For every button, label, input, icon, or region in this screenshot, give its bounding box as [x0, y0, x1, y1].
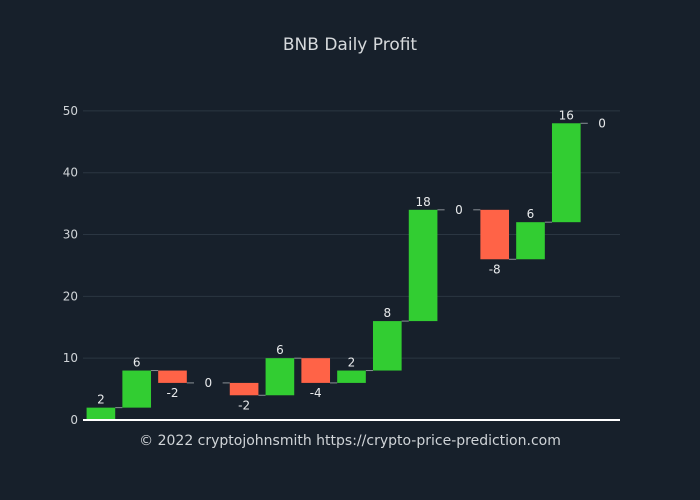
y-tick-label: 30: [63, 228, 78, 242]
bar-value-label: -4: [310, 386, 322, 400]
bar-value-label: 6: [276, 343, 284, 357]
waterfall-bar[interactable]: [408, 209, 438, 322]
bars: [86, 123, 581, 420]
bar-value-label: 2: [348, 356, 356, 370]
bar-labels: 2 6 -2 0 -2 6 -4 2 8 18 0 -8 6 16 0: [97, 108, 606, 412]
bar-value-label: 6: [527, 207, 535, 221]
chart-title: BNB Daily Profit: [283, 35, 418, 55]
bar-value-label: -8: [489, 262, 501, 276]
waterfall-bar[interactable]: [301, 358, 331, 383]
grid: [83, 110, 620, 359]
waterfall-bar[interactable]: [229, 382, 259, 396]
bar-value-label: 8: [383, 306, 391, 320]
waterfall-bar[interactable]: [265, 358, 295, 396]
y-axis: 0 10 20 30 40 50: [63, 104, 78, 427]
bar-value-label: 18: [415, 195, 430, 209]
waterfall-bar[interactable]: [516, 222, 545, 260]
waterfall-bar[interactable]: [551, 123, 581, 223]
waterfall-bar[interactable]: [158, 370, 187, 383]
waterfall-bar[interactable]: [86, 407, 116, 420]
bar-value-label: -2: [238, 398, 250, 412]
bar-value-label: 0: [204, 376, 212, 390]
waterfall-bar[interactable]: [480, 209, 510, 260]
y-tick-label: 20: [63, 289, 78, 303]
connectors: [115, 122, 588, 409]
bar-value-label: 0: [455, 203, 463, 217]
bar-value-label: -2: [167, 386, 179, 400]
y-tick-label: 0: [70, 413, 78, 427]
waterfall-bar[interactable]: [372, 321, 402, 371]
y-tick-label: 10: [63, 351, 78, 365]
bar-value-label: 0: [598, 116, 606, 130]
bar-value-label: 2: [97, 393, 105, 407]
bar-value-label: 16: [559, 108, 574, 122]
waterfall-bar[interactable]: [337, 370, 366, 383]
y-tick-label: 50: [63, 104, 78, 118]
bar-value-label: 6: [133, 356, 141, 370]
footer-credit: © 2022 cryptojohnsmith https://crypto-pr…: [139, 433, 561, 449]
waterfall-bar[interactable]: [122, 370, 152, 408]
y-tick-label: 40: [63, 166, 78, 180]
